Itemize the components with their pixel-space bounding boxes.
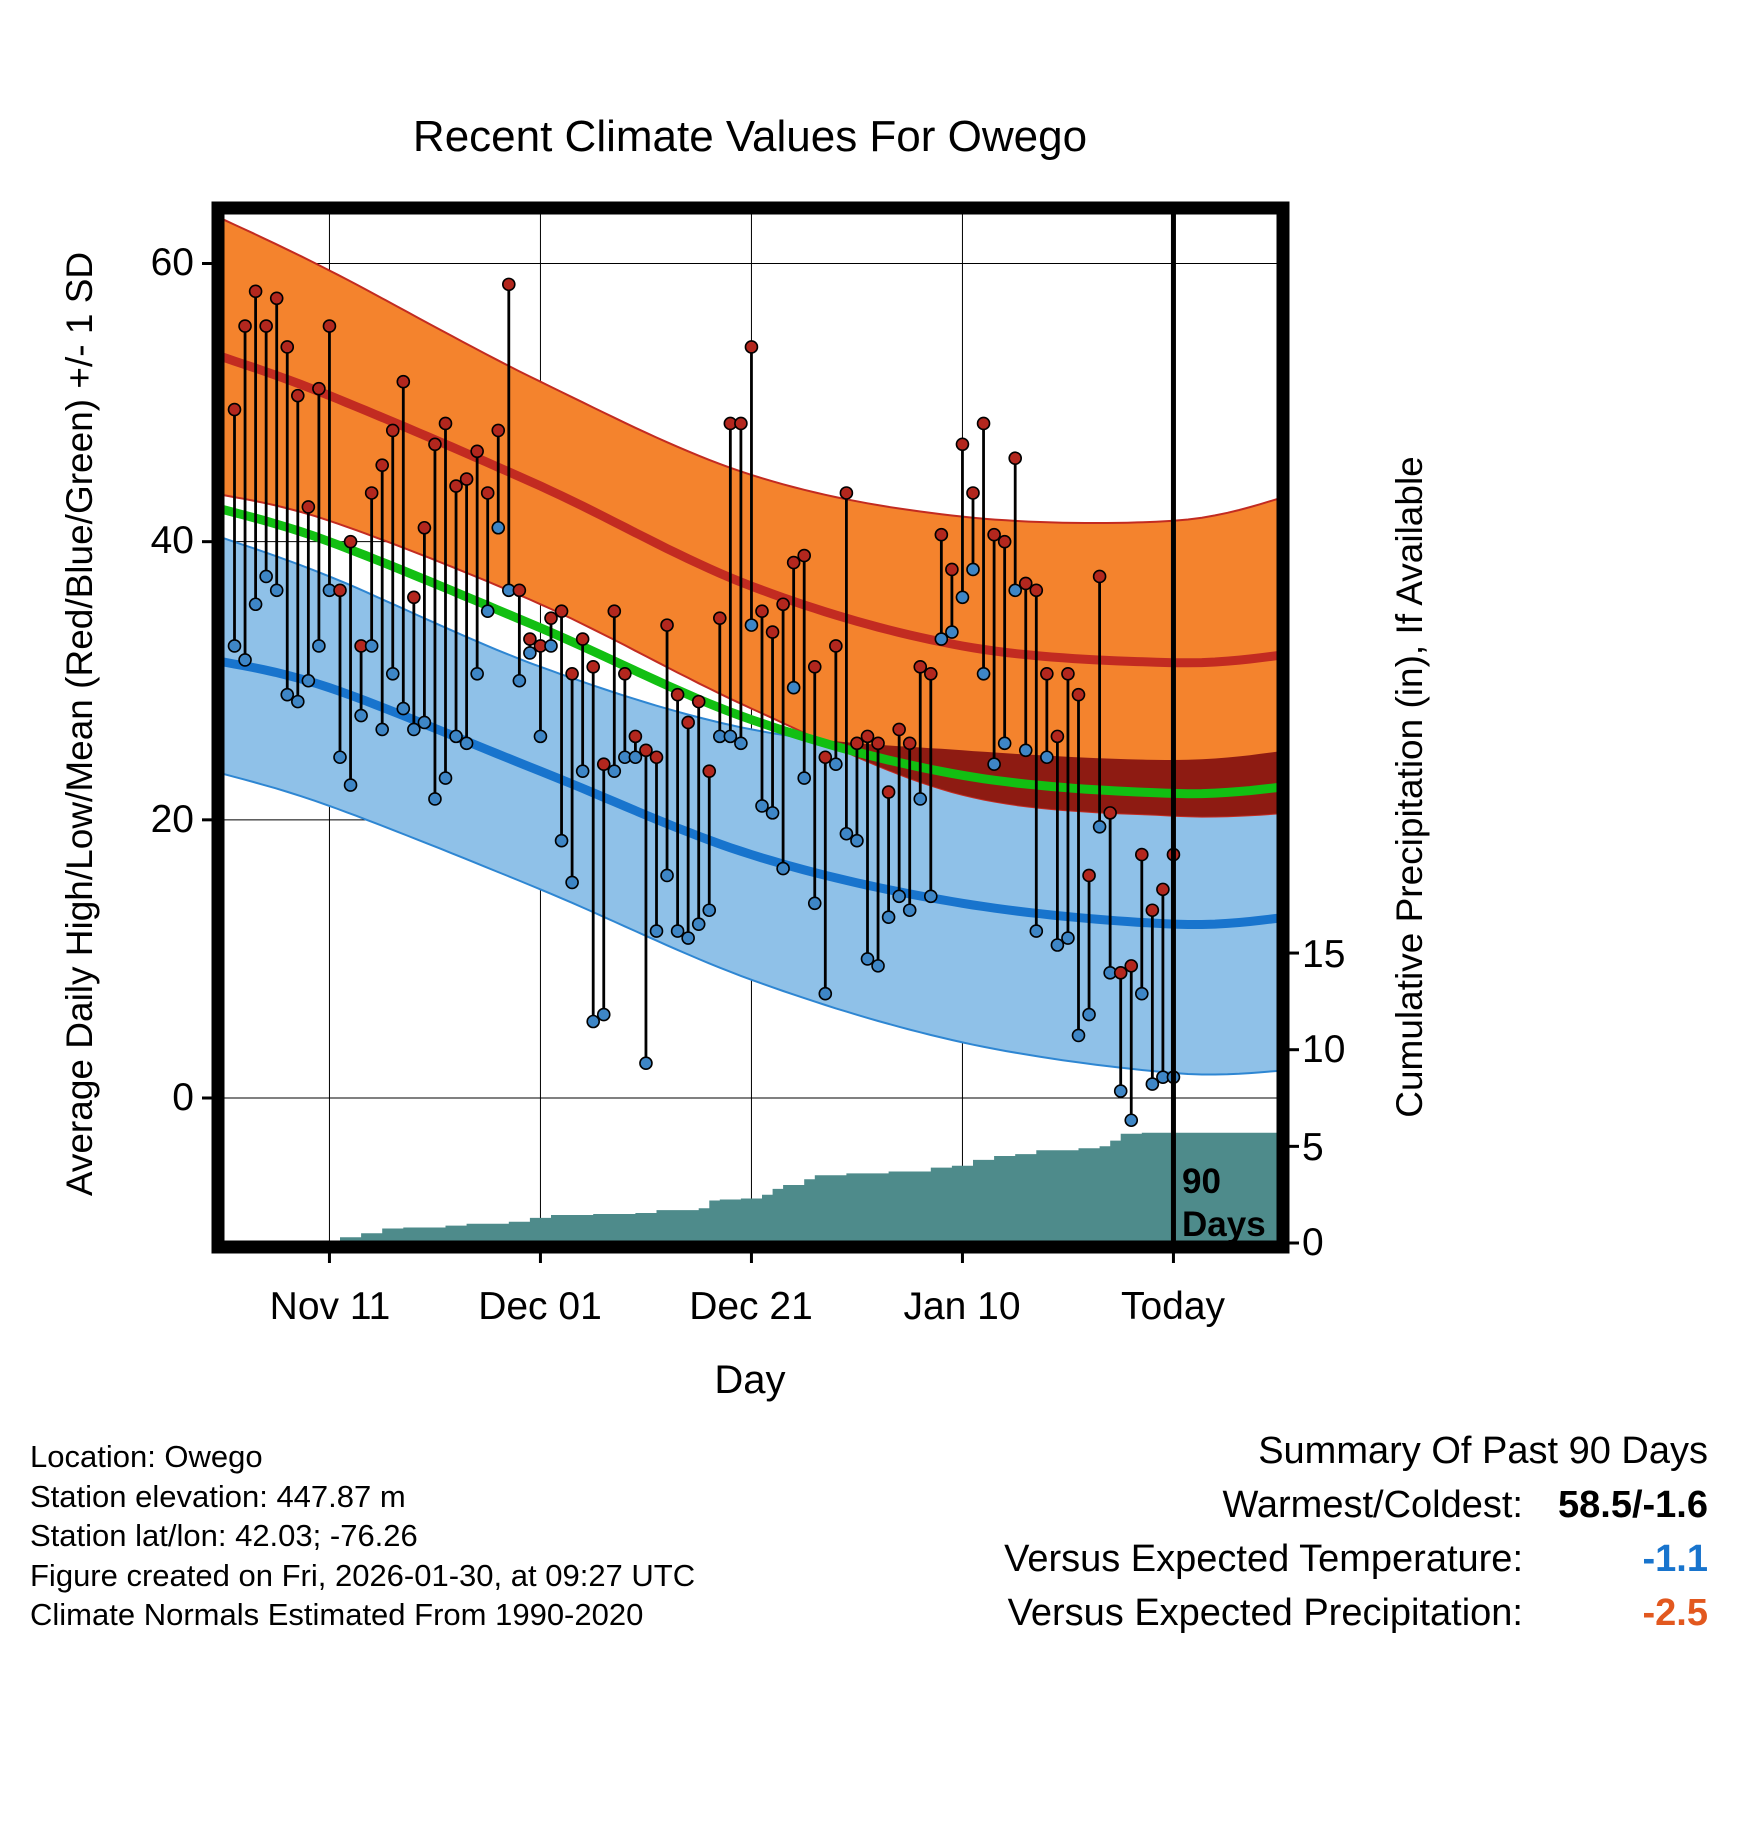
metadata-created: Figure created on Fri, 2026-01-30, at 09…: [30, 1557, 696, 1593]
summary-vs-precipitation-label: Versus Expected Precipitation:: [1007, 1592, 1523, 1634]
metadata-latlon: Station lat/lon: 42.03; -76.26: [30, 1518, 418, 1553]
y-right-tick-15: 15: [1302, 933, 1346, 976]
summary-warmest-coldest-value: 58.5/-1.6: [1558, 1484, 1708, 1526]
x-tick-jan10: Jan 10: [903, 1285, 1021, 1328]
x-tick-dec21: Dec 21: [689, 1285, 813, 1328]
summary-warmest-coldest-label: Warmest/Coldest:: [1222, 1484, 1523, 1526]
x-tick-today: Today: [1120, 1285, 1226, 1328]
y-left-tick-20: 20: [150, 798, 194, 841]
station-metadata: Location: Owego Station elevation: 447.8…: [30, 1437, 695, 1635]
y-left-tick-40: 40: [150, 519, 194, 562]
summary-vs-precipitation-value: -2.5: [1642, 1592, 1708, 1634]
y-axis-right-label: Cumulative Precipitation (in), If Availa…: [1389, 456, 1430, 1118]
y-axis-left-label: Average Daily High/Low/Mean (Red/Blue/Gr…: [59, 251, 100, 1197]
x-tick-nov11: Nov 11: [269, 1285, 391, 1328]
ninety-days-marker-label: 90 Days: [1182, 1160, 1266, 1246]
metadata-normals: Climate Normals Estimated From 1990-2020: [30, 1597, 644, 1632]
chart-title: Recent Climate Values For Owego: [412, 112, 1088, 161]
y-right-tick-0: 0: [1302, 1221, 1324, 1264]
summary-panel: Summary Of Past 90 Days Warmest/Coldest:…: [1004, 1424, 1708, 1640]
marker-line-days: Days: [1182, 1205, 1266, 1244]
summary-vs-temperature-value: -1.1: [1642, 1538, 1708, 1580]
metadata-elevation: Station elevation: 447.87 m: [30, 1478, 406, 1514]
summary-vs-temperature-label: Versus Expected Temperature:: [1004, 1538, 1523, 1580]
y-right-tick-5: 5: [1302, 1126, 1324, 1169]
marker-line-90: 90: [1182, 1162, 1221, 1201]
y-right-tick-10: 10: [1302, 1028, 1346, 1071]
x-axis-label: Day: [714, 1358, 786, 1402]
x-tick-dec01: Dec 01: [478, 1285, 602, 1328]
y-left-tick-60: 60: [150, 241, 194, 284]
y-left-tick-0: 0: [172, 1076, 194, 1119]
metadata-location: Location: Owego: [30, 1439, 263, 1474]
summary-title: Summary Of Past 90 Days: [1258, 1430, 1708, 1472]
